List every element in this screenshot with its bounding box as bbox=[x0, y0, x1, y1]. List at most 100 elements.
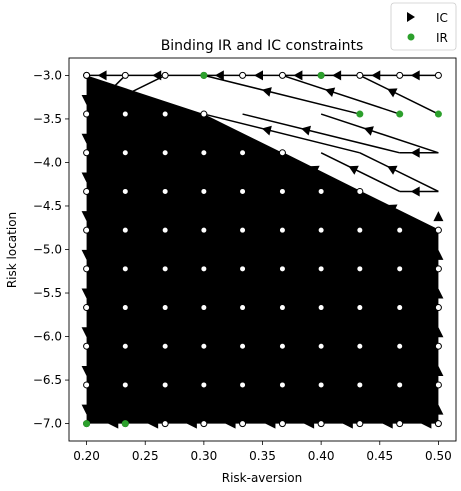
ic-edge bbox=[203, 74, 361, 115]
y-axis-label: Risk location bbox=[5, 212, 19, 288]
legend: IC IR bbox=[390, 2, 457, 51]
ir-point bbox=[200, 71, 208, 79]
type-node bbox=[396, 71, 404, 79]
ir-point bbox=[83, 420, 91, 428]
ic-arrowhead bbox=[382, 418, 393, 429]
ic-edge bbox=[320, 152, 401, 193]
type-node bbox=[396, 342, 404, 350]
ic-arrowhead bbox=[387, 88, 398, 98]
type-node bbox=[239, 71, 247, 79]
type-node bbox=[121, 265, 129, 273]
type-node bbox=[356, 187, 364, 195]
feasible-region-layer bbox=[86, 75, 439, 424]
type-node bbox=[83, 187, 91, 195]
type-node bbox=[239, 187, 247, 195]
ic-arrowhead bbox=[97, 70, 107, 81]
ic-arrowhead bbox=[186, 418, 197, 429]
x-tick-label: 0.25 bbox=[132, 449, 159, 463]
type-node bbox=[200, 304, 208, 312]
ir-point bbox=[121, 420, 129, 428]
y-tick-label: −4.0 bbox=[33, 155, 62, 169]
ic-arrowhead bbox=[108, 418, 119, 429]
ic-edge bbox=[203, 113, 361, 154]
type-node bbox=[121, 149, 129, 157]
ic-arrowhead bbox=[214, 70, 224, 81]
type-node bbox=[200, 149, 208, 157]
type-node bbox=[434, 381, 442, 389]
ic-arrowhead bbox=[261, 87, 272, 97]
ir-marker-layer bbox=[83, 71, 442, 428]
ic-edge bbox=[320, 113, 439, 154]
type-node bbox=[434, 342, 442, 350]
type-node bbox=[396, 226, 404, 234]
type-node bbox=[200, 381, 208, 389]
ic-edge bbox=[359, 152, 439, 193]
type-node bbox=[83, 265, 91, 273]
type-node bbox=[200, 187, 208, 195]
ir-point bbox=[317, 71, 325, 79]
ic-arrowhead bbox=[433, 327, 444, 338]
ic-arrowhead bbox=[81, 365, 92, 376]
ir-point bbox=[434, 110, 442, 118]
type-node bbox=[317, 187, 325, 195]
type-node bbox=[161, 265, 169, 273]
ic-arrowhead bbox=[129, 131, 140, 141]
ic-arrowhead bbox=[433, 288, 444, 299]
type-node bbox=[356, 265, 364, 273]
type-node bbox=[83, 149, 91, 157]
ic-edge bbox=[359, 74, 439, 115]
type-node bbox=[278, 71, 286, 79]
type-node bbox=[434, 265, 442, 273]
type-node bbox=[161, 342, 169, 350]
type-node bbox=[396, 265, 404, 273]
x-tick-label: 0.50 bbox=[425, 449, 452, 463]
type-node bbox=[278, 420, 286, 428]
type-node bbox=[396, 381, 404, 389]
ic-arrowhead bbox=[410, 186, 420, 197]
ic-arrowhead bbox=[387, 165, 398, 175]
plot-content bbox=[81, 70, 444, 429]
ic-arrowhead bbox=[304, 418, 315, 429]
type-node bbox=[83, 226, 91, 234]
type-node bbox=[434, 304, 442, 312]
type-node bbox=[121, 71, 129, 79]
x-tick-label: 0.40 bbox=[308, 449, 335, 463]
type-node bbox=[278, 342, 286, 350]
y-tick-label: −6.5 bbox=[33, 373, 62, 387]
ir-point bbox=[396, 110, 404, 118]
type-node bbox=[356, 381, 364, 389]
type-node bbox=[239, 265, 247, 273]
ic-arrowhead bbox=[410, 70, 420, 81]
type-node bbox=[317, 304, 325, 312]
type-node bbox=[239, 226, 247, 234]
type-node bbox=[356, 226, 364, 234]
type-node bbox=[396, 304, 404, 312]
ic-arrowhead bbox=[81, 288, 92, 299]
type-node bbox=[121, 342, 129, 350]
type-node bbox=[161, 110, 169, 118]
legend-ir-label: IR bbox=[436, 31, 448, 45]
y-tick-label: −3.5 bbox=[33, 112, 62, 126]
ic-arrowhead bbox=[325, 87, 336, 98]
ic-arrowhead bbox=[81, 327, 92, 338]
ic-arrowhead bbox=[261, 125, 272, 136]
ic-edge bbox=[242, 113, 400, 154]
ic-edge bbox=[282, 152, 361, 193]
ic-arrowhead bbox=[81, 133, 92, 144]
ic-arrowhead bbox=[363, 126, 374, 136]
type-node bbox=[434, 71, 442, 79]
ic-edge bbox=[86, 74, 166, 115]
y-tick-label: −6.0 bbox=[33, 330, 62, 344]
x-tick-label: 0.35 bbox=[249, 449, 276, 463]
y-tick-label: −7.0 bbox=[33, 417, 62, 431]
ic-arrowhead bbox=[98, 91, 109, 102]
ic-arrowhead bbox=[293, 70, 303, 81]
y-tick-label: −3.0 bbox=[33, 68, 62, 82]
ic-arrowhead bbox=[433, 404, 444, 415]
ic-arrowhead bbox=[371, 70, 381, 81]
type-node bbox=[278, 149, 286, 157]
type-node bbox=[278, 226, 286, 234]
type-node bbox=[317, 420, 325, 428]
type-node bbox=[83, 110, 91, 118]
type-node bbox=[317, 265, 325, 273]
